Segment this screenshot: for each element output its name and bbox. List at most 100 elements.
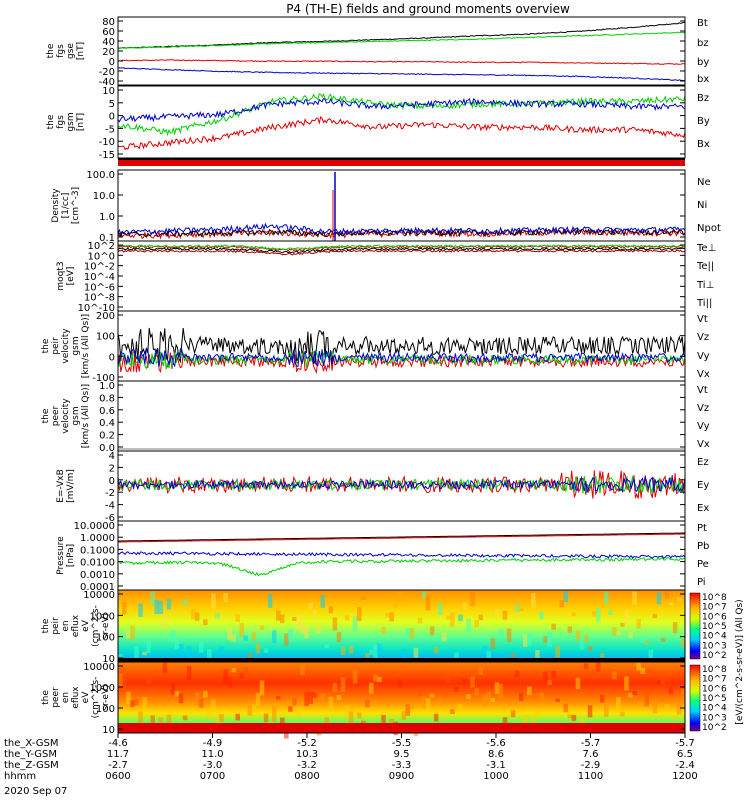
y-tick-label: 4	[109, 451, 115, 462]
heatmap-cell	[454, 686, 459, 692]
y-tick-label: -15	[99, 150, 115, 161]
heatmap-cell	[442, 674, 447, 679]
x-tick-label: 0700	[200, 771, 225, 782]
y-tick-label: 0	[109, 476, 115, 487]
legend-density-0: Ne	[697, 177, 711, 188]
heatmap-separator	[118, 658, 685, 662]
legend-pressure-2: Pe	[697, 559, 709, 570]
y-axis-label-line: peer	[51, 687, 61, 708]
heatmap-cell	[417, 691, 423, 697]
y-tick-label: 10	[102, 654, 115, 665]
legend-fgs-gse-2: by	[697, 57, 709, 68]
heatmap-cell	[425, 698, 431, 711]
heatmap-cell	[486, 650, 492, 661]
heatmap-cell	[271, 630, 277, 644]
y-tick-label: 100	[96, 633, 115, 644]
heatmap-cell	[587, 705, 593, 718]
y-tick-label: 100	[96, 704, 115, 715]
y-tick-label: 10^-4	[84, 272, 115, 283]
heatmap-cell	[215, 715, 220, 728]
panel-peir-velocity: 200 100 0 -100 the peir velocity gsm [km/s (All …	[41, 310, 710, 384]
heatmap-cell	[186, 645, 192, 659]
heatmap-cell	[608, 610, 613, 615]
x-tick-label: -2.7	[108, 760, 128, 771]
y-axis-label-line: moqt3	[56, 261, 66, 290]
heatmap-cell	[527, 686, 532, 696]
heatmap-cell	[656, 680, 662, 685]
heatmap-cell	[409, 705, 415, 710]
y-tick-label: 10.0000	[74, 521, 115, 532]
heatmap-cell	[539, 692, 544, 700]
heatmap-cell	[255, 643, 261, 654]
heatmap-cell	[547, 680, 552, 686]
heatmap-cell	[458, 614, 463, 622]
panel-peer-en-eflux: 10000 1000 100 10 the peer en eflux eV (cm^2-s-sr…	[41, 661, 686, 739]
heatmap-cell	[292, 617, 297, 621]
heatmap-cell	[304, 625, 309, 639]
heatmap-cell	[575, 630, 581, 641]
heatmap-cell	[523, 715, 528, 724]
heatmap-cell	[531, 593, 536, 608]
y-axis-label-line: gsm	[71, 406, 81, 425]
heatmap-cell	[612, 671, 617, 680]
heatmap-cell	[275, 696, 281, 700]
heatmap-cell	[429, 693, 435, 698]
heatmap-cell	[332, 617, 338, 631]
panel-efield: 42 0-2 -4-6 E=-VxB [mV/m] Ez Ey Ex	[56, 450, 709, 524]
y-axis-label-line: peer	[51, 405, 61, 426]
heatmap-cell	[591, 671, 597, 679]
heatmap-cell	[446, 676, 451, 683]
heatmap-cell	[470, 676, 475, 688]
x-tick-label: -2.9	[581, 760, 601, 771]
y-tick-label: -40	[99, 77, 115, 88]
x-row-label: the_X-GSM	[4, 738, 58, 749]
y-tick-label: 0	[109, 57, 115, 68]
heatmap-cell	[498, 683, 504, 699]
heatmap-cell	[397, 679, 402, 688]
heatmap-cell	[138, 603, 143, 617]
heatmap-cell	[644, 692, 650, 707]
y-tick-label: -4	[105, 501, 115, 512]
heatmap-cell	[118, 673, 123, 688]
series-pressure-2	[117, 556, 685, 577]
heatmap-cell	[344, 615, 350, 621]
heatmap-cell	[146, 673, 151, 685]
heatmap-cell	[308, 691, 313, 704]
heatmap-cell	[348, 711, 354, 725]
heatmap-cell	[563, 590, 569, 602]
heatmap-cell	[271, 706, 277, 722]
heatmap-cell	[636, 662, 641, 671]
y-axis-label-line: peir	[51, 617, 61, 635]
heatmap-cell	[644, 641, 650, 645]
legend-efield-0: Ez	[697, 457, 709, 468]
y-axis-label-line: peir	[51, 337, 61, 355]
legend-peer-velocity-3: Vx	[697, 439, 710, 450]
heatmap-cell	[567, 714, 573, 719]
heatmap-cell	[648, 649, 654, 664]
heatmap-cell	[595, 662, 601, 672]
heatmap-cell	[571, 714, 577, 721]
heatmap-cell	[215, 612, 220, 619]
heatmap-cell	[616, 697, 621, 710]
heatmap-cell	[340, 677, 346, 693]
heatmap-cell	[632, 591, 637, 605]
series-fgs-gsm-0	[117, 116, 686, 151]
heatmap-cell	[680, 638, 686, 648]
heatmap-cell	[547, 632, 552, 647]
heatmap-cell	[344, 705, 350, 718]
y-axis-label-line: [nT]	[76, 113, 86, 131]
legend-fgs-gse-0: Bt	[697, 18, 708, 29]
y-tick-label: 1.0	[99, 381, 115, 392]
y-tick-label: 0	[109, 112, 115, 123]
x-tick-label: -5.7	[581, 738, 601, 749]
legend-efield-2: Ex	[697, 503, 709, 514]
y-tick-label: 10000	[83, 590, 115, 601]
heatmap-cell	[482, 646, 488, 655]
heatmap-cell	[640, 667, 645, 674]
heatmap-cell	[462, 602, 467, 609]
heatmap-cell	[365, 653, 370, 659]
heatmap-cell	[397, 591, 402, 603]
y-axis-label-line: E=-VxB	[56, 469, 66, 503]
legend-temperature-3: Ti||	[696, 298, 712, 309]
